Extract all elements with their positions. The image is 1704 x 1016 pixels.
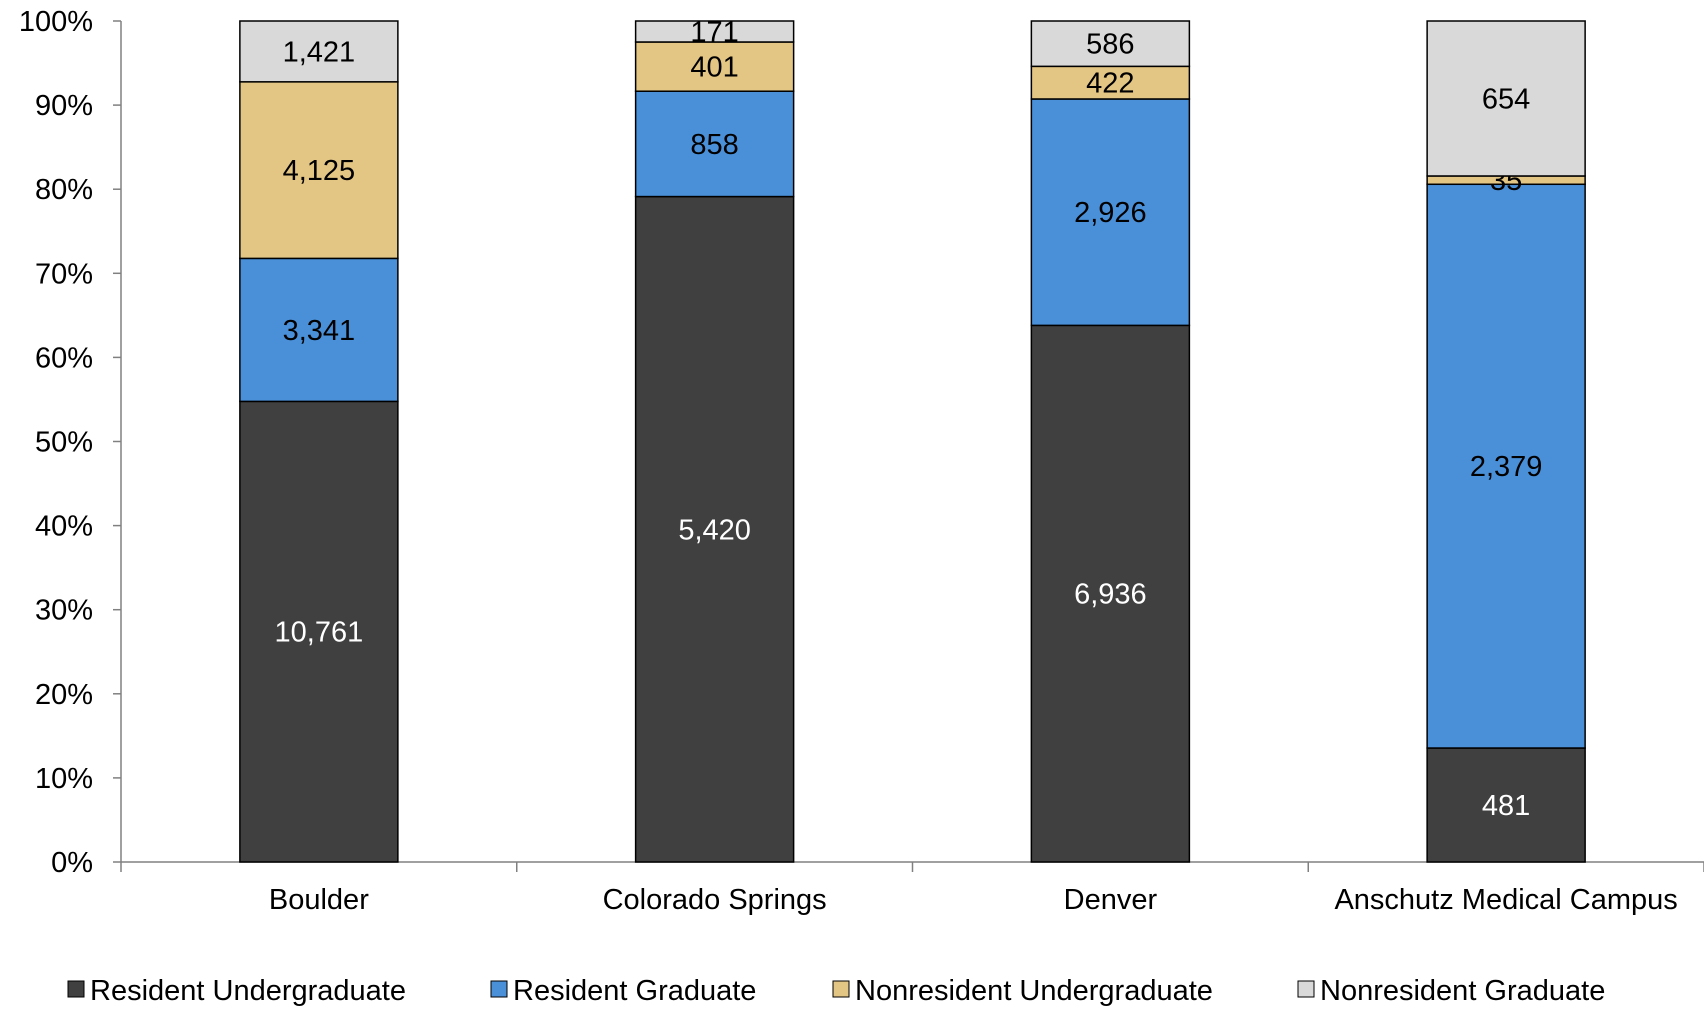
bar-segment bbox=[1426, 747, 1586, 863]
bar-segment bbox=[1426, 20, 1586, 177]
legend-label: Nonresident Undergraduate bbox=[855, 975, 1213, 1007]
y-tick-label: 80% bbox=[35, 174, 93, 206]
legend-label: Nonresident Graduate bbox=[1320, 975, 1605, 1007]
y-tick-label: 100% bbox=[19, 6, 93, 38]
bar-segment bbox=[1426, 183, 1586, 749]
data-label: 481 bbox=[1482, 790, 1530, 822]
data-label: 586 bbox=[1086, 29, 1134, 61]
y-tick-label: 60% bbox=[35, 342, 93, 374]
x-category-label: Colorado Springs bbox=[603, 884, 827, 916]
x-category-label: Anschutz Medical Campus bbox=[1334, 884, 1677, 916]
data-label: 858 bbox=[690, 129, 738, 161]
data-label: 2,379 bbox=[1470, 451, 1543, 483]
data-label: 4,125 bbox=[283, 155, 356, 187]
legend-swatch bbox=[67, 980, 85, 998]
bar-segment bbox=[239, 81, 399, 260]
data-label: 3,341 bbox=[283, 315, 356, 347]
bar-segment bbox=[634, 90, 795, 198]
legend-swatch bbox=[832, 980, 850, 998]
bar-segment bbox=[1030, 324, 1191, 863]
y-tick-label: 40% bbox=[35, 511, 93, 543]
bar-segment bbox=[1030, 65, 1191, 100]
data-label: 2,926 bbox=[1074, 197, 1147, 229]
y-tick-label: 10% bbox=[35, 763, 93, 795]
y-tick-label: 70% bbox=[35, 258, 93, 290]
data-label: 654 bbox=[1482, 83, 1530, 115]
x-category-label: Boulder bbox=[269, 884, 369, 916]
bar-segment bbox=[239, 257, 399, 403]
bar-segment bbox=[634, 195, 795, 863]
legend-label: Resident Graduate bbox=[513, 975, 756, 1007]
bar-segment bbox=[239, 20, 399, 83]
data-label: 422 bbox=[1086, 68, 1134, 100]
bar-segment bbox=[634, 20, 795, 43]
y-tick-label: 30% bbox=[35, 595, 93, 627]
bar-segment bbox=[239, 400, 399, 863]
data-label: 6,936 bbox=[1074, 579, 1147, 611]
bar-segment bbox=[1030, 98, 1191, 327]
x-category-label: Denver bbox=[1064, 884, 1158, 916]
data-label: 5,420 bbox=[678, 514, 751, 546]
y-tick-label: 0% bbox=[51, 847, 93, 879]
y-tick-label: 20% bbox=[35, 679, 93, 711]
data-label: 1,421 bbox=[283, 36, 356, 68]
y-tick-label: 50% bbox=[35, 427, 93, 459]
data-label: 10,761 bbox=[275, 617, 364, 649]
legend-swatch bbox=[1297, 980, 1315, 998]
bar-segment bbox=[1030, 20, 1191, 68]
y-tick-label: 90% bbox=[35, 90, 93, 122]
legend-swatch bbox=[490, 980, 508, 998]
data-label: 401 bbox=[690, 52, 738, 84]
data-label: 171 bbox=[690, 16, 738, 48]
legend-label: Resident Undergraduate bbox=[90, 975, 406, 1007]
